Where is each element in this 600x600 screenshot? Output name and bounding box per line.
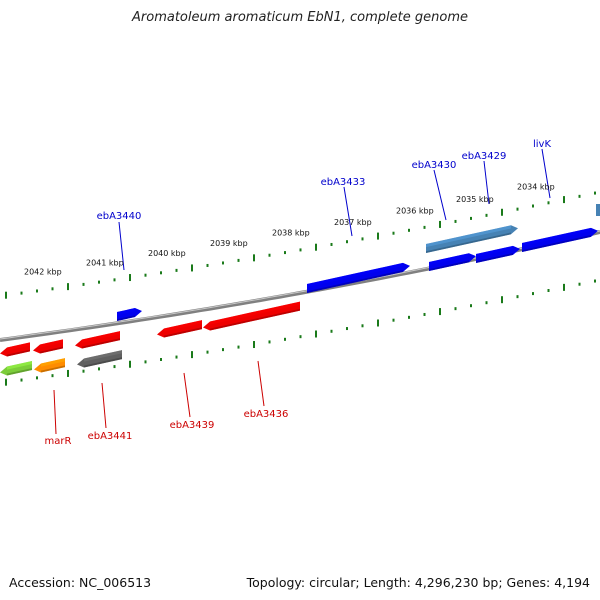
gene-arrow-highlight — [164, 320, 202, 332]
marR-leader — [53, 389, 57, 435]
gene-arrow-shadow — [41, 365, 65, 373]
scale-label: 2034 kbp — [517, 183, 555, 192]
scale-label: 2037 kbp — [334, 218, 372, 227]
gene-arrow-body — [476, 245, 520, 263]
scale-label: 2042 kbp — [24, 267, 62, 276]
gene-reverse-unnamed-2 — [33, 339, 63, 354]
gene-gray — [77, 350, 122, 368]
scale-label: 2035 kbp — [456, 195, 494, 204]
gene-forward-unnamed-2 — [429, 253, 476, 271]
scale-label: 2039 kbp — [210, 239, 248, 248]
gene-arrow-highlight — [210, 301, 300, 325]
gene-arrow-highlight — [7, 360, 32, 370]
gene-forward-edge — [596, 204, 600, 216]
ebA3441-leader — [101, 382, 107, 429]
gene-arrow-body — [426, 225, 518, 253]
gene-arrow-highlight — [40, 339, 63, 348]
gene-arrow-highlight — [307, 262, 403, 288]
gene-arrow-shadow — [82, 338, 120, 349]
gene-arrow-shadow — [7, 349, 30, 357]
ebA3439-label: ebA3439 — [170, 420, 215, 431]
ebA3440-leader — [118, 221, 125, 271]
gene-ebA3430 — [426, 225, 518, 253]
gene-arrow-shadow — [84, 357, 122, 368]
gene-ebA3436 — [203, 301, 300, 331]
gene-arrow-shadow — [40, 346, 63, 354]
scale-label: 2036 kbp — [396, 206, 434, 215]
gene-features — [0, 204, 600, 376]
gene-arrow-highlight — [429, 253, 469, 266]
gene-ebA3441 — [75, 331, 120, 349]
gene-arrow-shadow — [522, 235, 591, 252]
ebA3439-leader — [183, 372, 191, 418]
marR-label: marR — [45, 436, 72, 447]
ebA3429-label: ebA3429 — [462, 151, 507, 162]
ebA3440-label: ebA3440 — [97, 211, 142, 222]
gene-arrow-highlight — [117, 308, 135, 316]
gene-arrow-shadow — [164, 327, 202, 338]
gene-arrow-shadow — [7, 368, 32, 376]
gene-arrow-shadow — [426, 232, 511, 253]
genome-summary-text: Topology: circular; Length: 4,296,230 bp… — [246, 575, 590, 590]
ebA3433-leader — [343, 186, 353, 237]
ebA3430-leader — [433, 169, 447, 221]
gene-arrow-highlight — [7, 342, 30, 351]
gene-ebA3439 — [157, 320, 202, 338]
gene-arrow-shadow — [476, 253, 513, 263]
gene-arrow-highlight — [82, 331, 120, 343]
gene-arrow-shadow — [117, 315, 135, 321]
gene-arrow-shadow — [210, 308, 300, 331]
livK-label: livK — [533, 139, 551, 150]
map-title: Aromatoleum aromaticum EbN1, complete ge… — [132, 10, 468, 25]
ebA3430-label: ebA3430 — [412, 160, 457, 171]
gene-arrow-highlight — [522, 227, 591, 247]
gene-arrow-highlight — [41, 358, 65, 367]
gene-arrow-shadow — [307, 270, 403, 293]
gene-reverse-unnamed-1 — [0, 342, 30, 357]
gene-arrow-shadow — [429, 260, 469, 271]
ebA3441-label: ebA3441 — [88, 431, 133, 442]
gene-marR — [34, 358, 65, 373]
gene-arrow-body — [429, 253, 476, 271]
livK-leader — [541, 148, 551, 199]
gene-label-callouts: ebA3440 ebA3433 ebA3430 ebA3429 livK marR ebA3… — [45, 139, 552, 447]
ebA3436-leader — [257, 360, 265, 407]
gene-forward-unnamed-1 — [307, 262, 410, 293]
scale-label: 2041 kbp — [86, 258, 124, 267]
scale-label: 2040 kbp — [148, 249, 186, 258]
gene-arrow-body — [522, 227, 598, 252]
ebA3436-label: ebA3436 — [244, 409, 289, 420]
gene-arrow-body — [307, 262, 410, 293]
ebA3429-leader — [483, 160, 490, 205]
ebA3433-label: ebA3433 — [321, 177, 366, 188]
gene-ebA3440 — [117, 308, 142, 321]
gene-arrow-highlight — [84, 350, 122, 362]
gene-ebA3429 — [476, 245, 520, 263]
upper-scale-ticks — [5, 191, 596, 299]
scale-label: 2038 kbp — [272, 229, 310, 238]
gene-livK — [522, 227, 598, 252]
gene-arrow-highlight — [426, 225, 511, 248]
gene-arrow-highlight — [476, 245, 513, 258]
lower-scale-ticks — [5, 279, 596, 386]
gene-lime — [0, 360, 32, 376]
accession-text: Accession: NC_006513 — [9, 575, 152, 590]
scale-labels: 2042 kbp 2041 kbp 2040 kbp 2039 kbp 2038 kbp… — [24, 183, 555, 277]
